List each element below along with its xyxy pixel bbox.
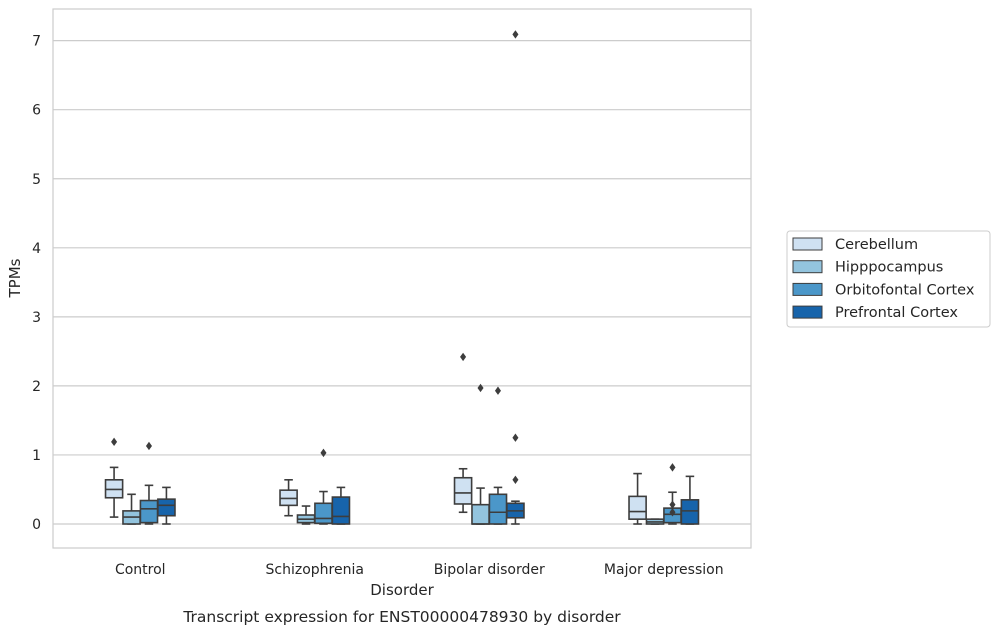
outlier-point: [460, 352, 467, 362]
box: [279, 479, 298, 517]
legend-item[interactable]: Prefrontal Cortex: [792, 305, 958, 321]
outlier-point: [669, 500, 676, 509]
outlier-point: [320, 448, 327, 458]
x-tick-labels: Control Schizophrenia Bipolar disorder Majo…: [115, 562, 724, 578]
box: [645, 518, 665, 525]
box: [628, 472, 647, 525]
outlier-point: [669, 508, 676, 517]
box-body: [331, 496, 351, 525]
box-body: [157, 498, 176, 517]
legend-swatch: [792, 305, 823, 319]
outlier-point: [512, 30, 519, 39]
box-body: [471, 503, 490, 525]
y-tick-label: 5: [32, 172, 41, 188]
x-tick-label: Major depression: [604, 562, 724, 578]
legend-label: Orbitofontal Cortex: [835, 282, 975, 298]
box-series: [104, 30, 700, 525]
chart-caption: Transcript expression for ENST0000047893…: [182, 608, 621, 626]
y-axis-label: TPMs: [6, 258, 24, 298]
outlier-point: [512, 475, 519, 485]
outlier-point: [512, 433, 519, 442]
y-tick-label: 3: [32, 310, 41, 326]
box: [680, 475, 700, 525]
legend-swatch: [792, 237, 823, 251]
legend[interactable]: Cerebellum Hipppocampus Orbitofontal Corte…: [786, 230, 991, 328]
plot-frame: [52, 8, 752, 549]
y-tick-label: 7: [32, 34, 41, 50]
box: [104, 437, 124, 518]
y-tick-label: 4: [32, 241, 41, 257]
box-body: [139, 499, 159, 524]
outlier-point: [145, 441, 152, 451]
legend-frame: [786, 230, 991, 328]
legend-label: Hipppocampus: [835, 260, 943, 276]
legend-label: Cerebellum: [835, 237, 918, 253]
x-tick-label: Control: [115, 562, 166, 578]
box-body: [314, 502, 333, 525]
plot-background: [53, 9, 751, 548]
y-tick-label: 1: [32, 448, 41, 464]
legend-swatch: [792, 260, 823, 274]
box: [139, 441, 159, 525]
box: [663, 463, 682, 525]
box: [331, 486, 351, 525]
box: [506, 30, 525, 525]
box: [157, 486, 176, 525]
outlier-point: [477, 383, 484, 393]
y-gridlines: [53, 40, 751, 525]
y-tick-label: 2: [32, 379, 41, 395]
box-body: [628, 495, 647, 520]
legend-item[interactable]: Hipppocampus: [792, 260, 943, 276]
box: [453, 352, 473, 514]
y-tick-label: 6: [32, 103, 41, 119]
x-tick-label: Bipolar disorder: [434, 562, 545, 578]
y-tick-label: 0: [32, 517, 41, 533]
box: [488, 386, 508, 525]
outlier-point: [111, 437, 118, 447]
box-body: [453, 476, 473, 505]
legend-item[interactable]: Orbitofontal Cortex: [792, 282, 975, 298]
outlier-point: [669, 463, 676, 472]
x-tick-label: Schizophrenia: [266, 562, 364, 578]
box-body: [488, 493, 508, 525]
outlier-point: [494, 386, 501, 395]
y-tick-labels: 0 1 2 3 4 5 6 7: [32, 34, 41, 533]
x-axis-label: Disorder: [370, 581, 434, 599]
legend-swatch: [792, 282, 823, 296]
legend-label: Prefrontal Cortex: [835, 305, 958, 321]
box-body: [680, 499, 700, 525]
box: [471, 383, 490, 525]
legend-item[interactable]: Cerebellum: [792, 237, 918, 253]
box: [314, 448, 333, 525]
